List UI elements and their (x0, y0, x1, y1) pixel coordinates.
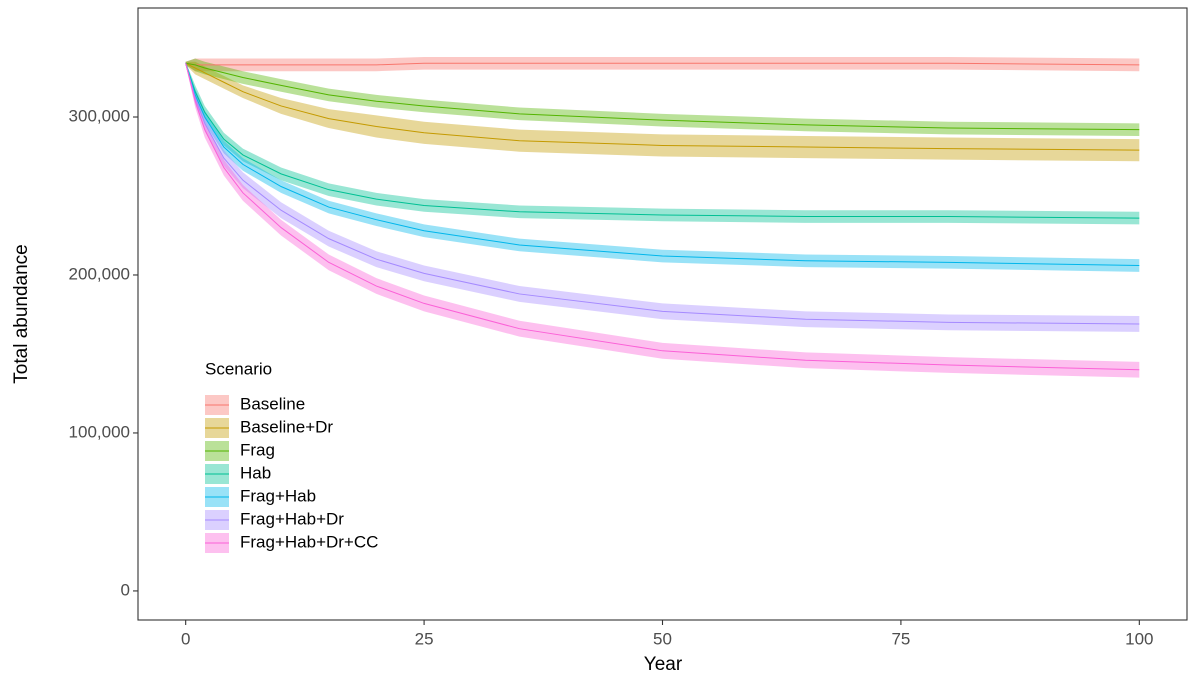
x-axis-label: Year (644, 654, 683, 675)
ribbon (185, 61, 1140, 332)
line (185, 63, 1140, 325)
x-tick-label: 50 (653, 629, 672, 648)
x-tick-label: 25 (415, 629, 434, 648)
legend-label: Frag (240, 440, 275, 459)
ribbon (185, 61, 1140, 378)
panel-border (137, 7, 1188, 621)
line (185, 62, 1140, 131)
line (185, 62, 1140, 66)
legend-label: Hab (240, 463, 271, 482)
legend-label: Frag+Hab+Dr+CC (240, 532, 378, 551)
x-tick-label: 0 (181, 629, 190, 648)
x-tick-label: 100 (1125, 629, 1153, 648)
line (185, 63, 1140, 371)
y-tick-label: 200,000 (69, 264, 130, 283)
legend-label: Frag+Hab (240, 486, 316, 505)
line (185, 63, 1140, 219)
legend-title: Scenario (205, 359, 272, 378)
y-tick-label: 300,000 (69, 106, 130, 125)
ribbon (185, 56, 1140, 72)
legend-label: Baseline+Dr (240, 417, 333, 436)
line (185, 63, 1140, 267)
ribbon (185, 61, 1140, 162)
x-tick-label: 75 (891, 629, 910, 648)
line (185, 62, 1140, 151)
legend-label: Frag+Hab+Dr (240, 509, 344, 528)
legend-label: Baseline (240, 394, 305, 413)
y-axis-label: Total abundance (11, 244, 32, 383)
y-tick-label: 100,000 (69, 422, 130, 441)
y-tick-label: 0 (121, 580, 130, 599)
